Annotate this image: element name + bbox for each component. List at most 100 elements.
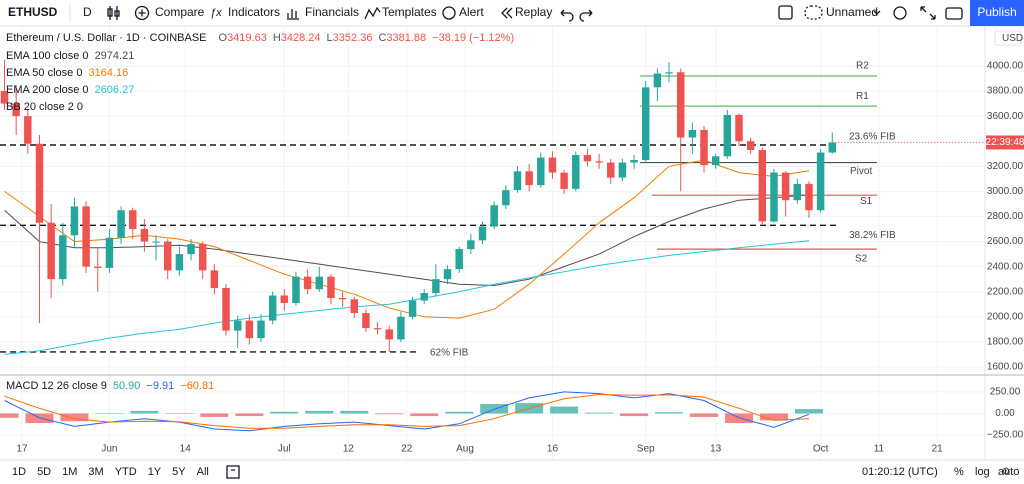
currency-box[interactable]: [994, 30, 1022, 46]
alert-button[interactable]: Alert: [459, 5, 484, 19]
candle-body: [700, 129, 708, 166]
layout-caret[interactable]: [873, 10, 881, 15]
candle-body: [537, 157, 545, 186]
undo-button[interactable]: [560, 9, 574, 22]
range-button[interactable]: 1M: [62, 466, 77, 478]
snapshot-button[interactable]: [945, 7, 963, 20]
candle-body: [35, 143, 44, 223]
indicator-value: 2974.21: [95, 50, 135, 62]
countdown-tag: [986, 135, 1024, 150]
ohlc-key: O: [219, 32, 228, 44]
y-tick-label: −250.00: [987, 430, 1024, 441]
candle-body: [268, 295, 277, 321]
candle-body: [828, 142, 837, 153]
ohlc-value: 3419.63: [227, 32, 267, 44]
macd-value: −60.81: [180, 380, 214, 392]
histogram-bar: [305, 410, 334, 414]
ohlc-key: L: [327, 32, 333, 44]
settings-button[interactable]: [893, 6, 907, 20]
scale-option[interactable]: auto: [998, 466, 1019, 478]
candle-type-icon[interactable]: [107, 6, 120, 20]
multi-chart-button[interactable]: [778, 5, 793, 20]
candle-body: [187, 244, 195, 255]
candle-body: [653, 73, 662, 88]
level-label: 38.2% FIB: [849, 230, 896, 241]
y-tick-label: 3200.00: [987, 161, 1024, 172]
symbol[interactable]: ETHUSD: [8, 5, 58, 19]
replay-button[interactable]: Replay: [515, 5, 552, 19]
candle-body: [315, 276, 324, 290]
publish-button[interactable]: [970, 0, 1024, 26]
histogram-bar: [235, 413, 264, 417]
candle-body: [163, 241, 172, 271]
candle-body: [59, 235, 67, 280]
candle-body: [688, 129, 697, 138]
histogram-bar: [95, 413, 124, 414]
ema-line: [4, 159, 810, 319]
range-button[interactable]: 1Y: [148, 466, 162, 478]
symbol-description: Ethereum / U.S. Dollar · 1D · COINBASE: [6, 32, 207, 44]
y-tick-label: 1800.00: [987, 337, 1024, 348]
compare-button[interactable]: Compare: [155, 5, 205, 19]
candle-body: [525, 171, 533, 186]
candle-body: [257, 320, 265, 339]
scale-option[interactable]: %: [954, 466, 964, 478]
range-button[interactable]: YTD: [115, 466, 137, 478]
range-button[interactable]: 5D: [37, 466, 51, 478]
templates-button[interactable]: Templates: [382, 5, 437, 19]
compare-plus: [138, 9, 146, 17]
candle-body: [303, 276, 312, 290]
candle-body: [583, 155, 592, 162]
y-tick-label: 2000.00: [987, 311, 1024, 322]
range-button[interactable]: All: [197, 466, 209, 478]
y-tick-label: 3800.00: [987, 86, 1024, 97]
fullscreen-button[interactable]: [920, 6, 936, 20]
settings-gear[interactable]: ⚙: [1002, 467, 1011, 478]
candle-body: [455, 249, 463, 270]
y-tick-label: 2400.00: [987, 261, 1024, 272]
x-tick-label: 17: [16, 444, 28, 455]
candle-body: [70, 206, 79, 236]
level-label: S2: [855, 254, 868, 265]
date-range-icon[interactable]: [226, 465, 240, 479]
interval[interactable]: D: [83, 5, 92, 19]
histogram-bar: [200, 413, 229, 417]
histogram-bar: [655, 412, 684, 414]
indicators-button[interactable]: Indicators: [228, 5, 280, 19]
macd-value: −9.91: [146, 380, 174, 392]
candle-body: [373, 328, 382, 330]
layout-name[interactable]: Unnamed: [826, 5, 878, 19]
x-tick-label: Jun: [101, 444, 117, 455]
candle-body: [816, 152, 825, 211]
indicator-legend: EMA 100 close 0 2974.21: [6, 50, 134, 62]
ohlc-value: 3381.88: [386, 32, 426, 44]
indicators-icon: ƒx: [210, 7, 222, 19]
financials-button[interactable]: Financials: [305, 5, 359, 19]
candle-body: [327, 276, 335, 299]
level-label: R2: [856, 61, 869, 72]
redo-button[interactable]: [579, 9, 593, 22]
candle-body: [665, 72, 673, 74]
candle-body: [735, 114, 743, 142]
candle-body: [513, 171, 522, 191]
candle-body: [642, 87, 650, 161]
grid: [0, 27, 985, 459]
candle-body: [478, 226, 487, 241]
range-button[interactable]: 1D: [12, 466, 26, 478]
histogram-bar: [794, 409, 823, 414]
y-tick-label: 2800.00: [987, 211, 1024, 222]
compare-icon[interactable]: [134, 5, 150, 21]
alert-icon: [442, 6, 456, 20]
level-label: Pivot: [850, 166, 872, 177]
range-button[interactable]: 5Y: [172, 466, 186, 478]
x-tick-label: Sep: [637, 444, 655, 455]
histogram-bar: [620, 413, 649, 417]
candle-body: [758, 150, 767, 222]
range-button[interactable]: 3M: [88, 466, 103, 478]
level-label: S1: [860, 196, 873, 207]
y-tick-label: 3600.00: [987, 111, 1024, 122]
x-tick-label: 14: [180, 444, 192, 455]
scale-option[interactable]: log: [975, 466, 990, 478]
candle-body: [781, 172, 790, 201]
macd-title: MACD 12 26 close 9: [6, 380, 107, 392]
